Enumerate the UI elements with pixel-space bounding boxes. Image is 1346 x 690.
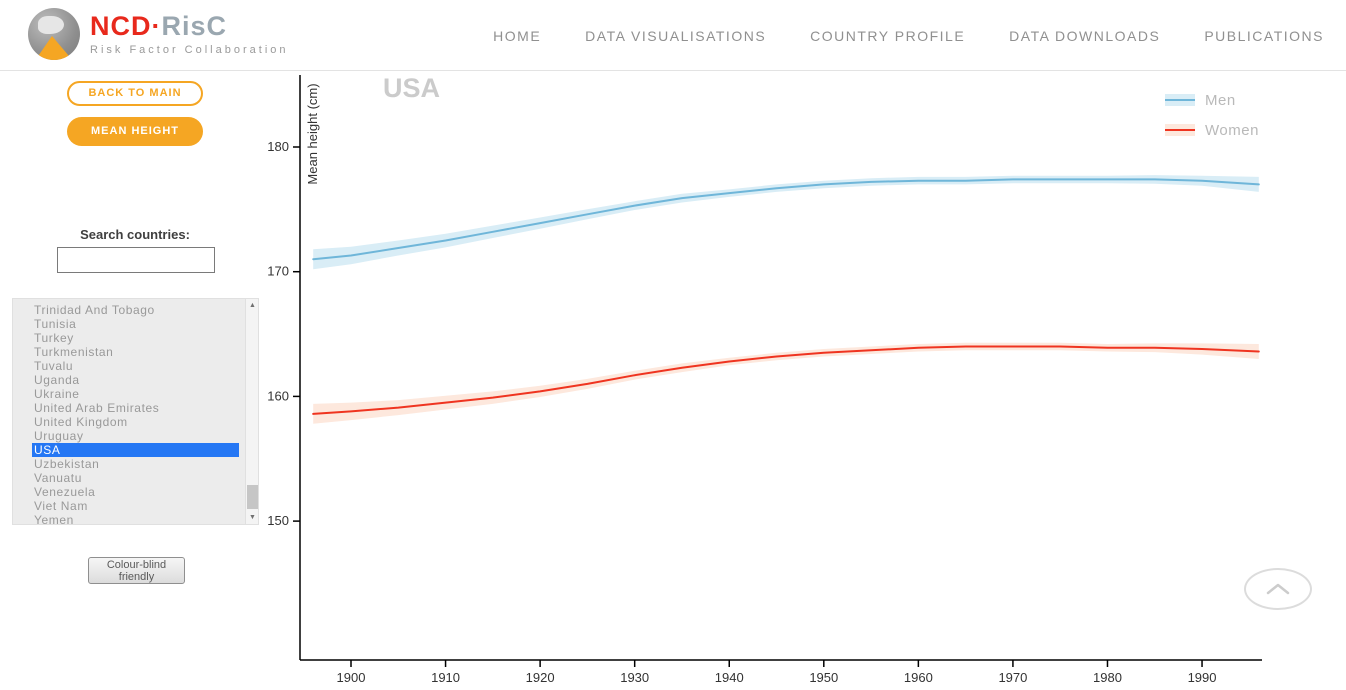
country-option[interactable]: Trinidad And Tobago	[34, 303, 155, 317]
country-option[interactable]: United Arab Emirates	[34, 401, 160, 415]
country-option[interactable]: Venezuela	[34, 485, 96, 499]
men-line-swatch	[1165, 94, 1195, 106]
search-countries-input[interactable]	[57, 247, 215, 273]
nav-item-home[interactable]: HOME	[493, 27, 542, 44]
nav-item-publications[interactable]: PUBLICATIONS	[1204, 27, 1324, 44]
legend-label-women: Women	[1205, 121, 1259, 139]
legend-entry-women[interactable]: Women	[1165, 115, 1259, 145]
chart-title: USA	[383, 73, 441, 103]
men-confidence-band	[313, 175, 1259, 270]
logo-title-dot: ·	[151, 10, 162, 41]
x-tick-label: 1980	[1093, 670, 1122, 685]
country-option[interactable]: Vanuatu	[34, 471, 83, 485]
y-tick-label: 180	[267, 139, 289, 154]
country-option[interactable]: Uganda	[34, 373, 80, 387]
country-option[interactable]: USA	[32, 443, 239, 457]
country-option[interactable]: Uzbekistan	[34, 457, 100, 471]
country-option[interactable]: Tunisia	[34, 317, 77, 331]
top-navigation-bar: NCD·RisC Risk Factor Collaboration HOME …	[0, 0, 1346, 71]
x-tick-label: 1930	[620, 670, 649, 685]
chart-area: USA 150 160 170 180 1900 1910 1920 1930 1940 1950…	[260, 71, 1346, 690]
nav-item-data-downloads[interactable]: DATA DOWNLOADS	[1009, 27, 1161, 44]
men-line[interactable]	[312, 178, 1260, 261]
x-tick-label: 1920	[526, 670, 555, 685]
logo-text: NCD·RisC Risk Factor Collaboration	[90, 10, 289, 56]
main-nav: HOME DATA VISUALISATIONS COUNTRY PROFILE…	[493, 0, 1324, 71]
legend-entry-men[interactable]: Men	[1165, 85, 1259, 115]
logo-title-risc: RisC	[161, 10, 228, 41]
country-option[interactable]: Uruguay	[34, 429, 84, 443]
search-countries-label: Search countries:	[80, 227, 190, 242]
scrollbar-thumb[interactable]	[247, 485, 258, 509]
country-option[interactable]: Turkey	[34, 331, 74, 345]
chevron-up-icon	[1266, 583, 1290, 595]
sidebar: BACK TO MAIN MEAN HEIGHT Search countrie…	[0, 71, 270, 690]
x-tick-label: 1990	[1188, 670, 1217, 685]
y-tick-label: 150	[267, 513, 289, 528]
globe-logo-icon	[28, 8, 80, 60]
country-list[interactable]: Trinidad And Tobago Tunisia Turkey Turkmeni…	[12, 298, 259, 525]
ncd-risc-logo[interactable]: NCD·RisC Risk Factor Collaboration	[28, 8, 289, 60]
y-tick-label: 160	[267, 388, 289, 403]
women-line-swatch	[1165, 124, 1195, 136]
country-list-scrollbar[interactable]: ▲ ▼	[245, 299, 258, 524]
women-line[interactable]	[312, 345, 1260, 415]
country-option[interactable]: Turkmenistan	[34, 345, 114, 359]
x-tick-label: 1970	[998, 670, 1027, 685]
x-tick-label: 1960	[904, 670, 933, 685]
country-option[interactable]: Ukraine	[34, 387, 80, 401]
nav-item-data-visualisations[interactable]: DATA VISUALISATIONS	[585, 27, 767, 44]
country-option[interactable]: United Kingdom	[34, 415, 128, 429]
chart-legend: Men Women	[1165, 85, 1259, 145]
legend-label-men: Men	[1205, 91, 1236, 109]
nav-item-country-profile[interactable]: COUNTRY PROFILE	[810, 27, 966, 44]
mean-height-button[interactable]: MEAN HEIGHT	[67, 117, 203, 146]
x-tick-label: 1950	[809, 670, 838, 685]
scrollbar-down-arrow-icon[interactable]: ▼	[249, 514, 256, 521]
scrollbar-up-arrow-icon[interactable]: ▲	[249, 302, 256, 309]
back-to-main-button[interactable]: BACK TO MAIN	[67, 81, 203, 106]
x-tick-label: 1910	[431, 670, 460, 685]
country-option[interactable]: Viet Nam	[34, 499, 88, 513]
women-confidence-band	[313, 342, 1259, 424]
x-tick-label: 1940	[715, 670, 744, 685]
country-items: Trinidad And Tobago Tunisia Turkey Turkmeni…	[13, 299, 258, 525]
logo-subtitle: Risk Factor Collaboration	[90, 43, 289, 56]
colour-blind-friendly-button[interactable]: Colour-blind friendly	[88, 557, 185, 584]
country-option[interactable]: Yemen	[34, 513, 74, 525]
y-axis-label: Mean height (cm)	[305, 83, 320, 184]
x-tick-label: 1900	[337, 670, 366, 685]
logo-title-ncd: NCD	[90, 10, 152, 41]
scroll-to-top-button[interactable]	[1244, 568, 1312, 610]
y-tick-label: 170	[267, 264, 289, 279]
country-option[interactable]: Tuvalu	[34, 359, 74, 373]
mean-height-chart[interactable]: 150 160 170 180 1900 1910 1920 1930 1940 1950 1960…	[260, 71, 1346, 690]
